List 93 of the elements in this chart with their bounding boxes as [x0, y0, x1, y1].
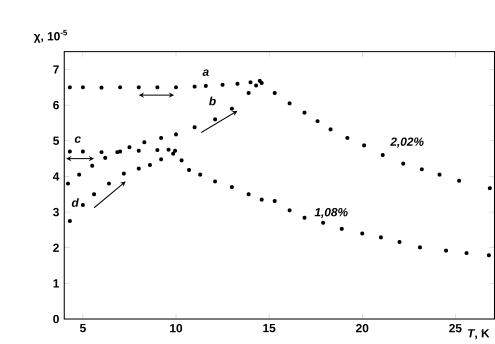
point: [127, 145, 132, 150]
point: [438, 172, 442, 177]
point: [80, 150, 85, 154]
point: [174, 86, 178, 90]
point: [136, 166, 141, 171]
y-tick-label: 2: [53, 244, 59, 252]
series-label: b: [209, 96, 216, 106]
y-tick-label: 1: [54, 280, 60, 288]
point: [302, 110, 306, 115]
point: [321, 221, 326, 225]
point: [418, 246, 422, 250]
y-tick-label: 7: [53, 66, 59, 74]
point: [142, 140, 146, 144]
point: [288, 208, 292, 212]
x-tick-label: 20: [356, 324, 368, 333]
point: [380, 153, 385, 158]
point: [118, 86, 122, 90]
point: [230, 106, 234, 111]
point: [103, 156, 108, 160]
point: [68, 86, 72, 90]
point: [340, 227, 344, 232]
point: [260, 198, 264, 202]
point: [464, 251, 469, 256]
point: [235, 82, 240, 86]
point: [171, 152, 176, 156]
point: [398, 240, 402, 244]
point: [230, 185, 234, 190]
x-tick-label: 15: [263, 324, 276, 332]
point: [80, 203, 85, 208]
point: [80, 86, 85, 90]
point: [316, 119, 320, 124]
point: [122, 172, 126, 176]
series-label: 1,08%: [314, 208, 348, 218]
point: [106, 182, 111, 186]
point: [155, 148, 160, 152]
point: [100, 150, 104, 154]
point: [166, 148, 171, 152]
point: [159, 136, 164, 140]
point: [136, 148, 141, 153]
y-axis-title: χ, 10$^{-5}$: [34, 30, 68, 43]
point: [198, 172, 202, 177]
point: [148, 163, 152, 168]
point: [77, 172, 82, 177]
y-tick-label: 0: [53, 315, 59, 324]
point: [401, 162, 406, 166]
point: [360, 232, 364, 236]
point: [173, 148, 178, 153]
point: [288, 102, 292, 106]
point: [66, 182, 70, 186]
point: [180, 158, 184, 163]
point: [68, 219, 72, 224]
series-label: d: [72, 198, 79, 208]
point: [302, 216, 306, 220]
x-tick-label: 5: [80, 324, 86, 332]
point: [90, 164, 94, 168]
point: [213, 180, 218, 184]
x-tick-label: 25: [449, 324, 462, 333]
y-tick-label: 5: [53, 136, 60, 146]
point: [213, 118, 218, 122]
point: [420, 168, 424, 172]
y-tick-label: 4: [52, 172, 60, 181]
point: [100, 86, 104, 90]
point: [272, 199, 277, 204]
point: [68, 150, 72, 154]
point: [272, 91, 277, 96]
point: [192, 125, 197, 130]
point: [192, 84, 197, 89]
y-tick-label: 3: [53, 208, 59, 216]
point: [378, 236, 383, 240]
point: [118, 150, 122, 154]
series-label: 2,02%: [390, 138, 424, 148]
point: [246, 192, 251, 196]
point: [159, 158, 164, 162]
series-label: c: [74, 136, 81, 144]
point: [246, 91, 251, 96]
point: [362, 144, 366, 148]
series-label: a: [202, 70, 209, 76]
point: [345, 136, 350, 140]
point: [204, 84, 208, 88]
point: [248, 80, 252, 84]
point: [136, 86, 141, 90]
point: [220, 83, 225, 87]
point: [92, 192, 96, 196]
point: [328, 128, 333, 132]
point: [174, 132, 178, 137]
x-tick-label: 10: [170, 324, 182, 333]
y-tick-label: 6: [53, 101, 59, 110]
point: [187, 168, 192, 172]
x-axis-title: T, K: [468, 329, 490, 340]
point: [254, 84, 258, 88]
point: [444, 248, 448, 253]
point: [155, 86, 160, 90]
point: [457, 178, 462, 183]
